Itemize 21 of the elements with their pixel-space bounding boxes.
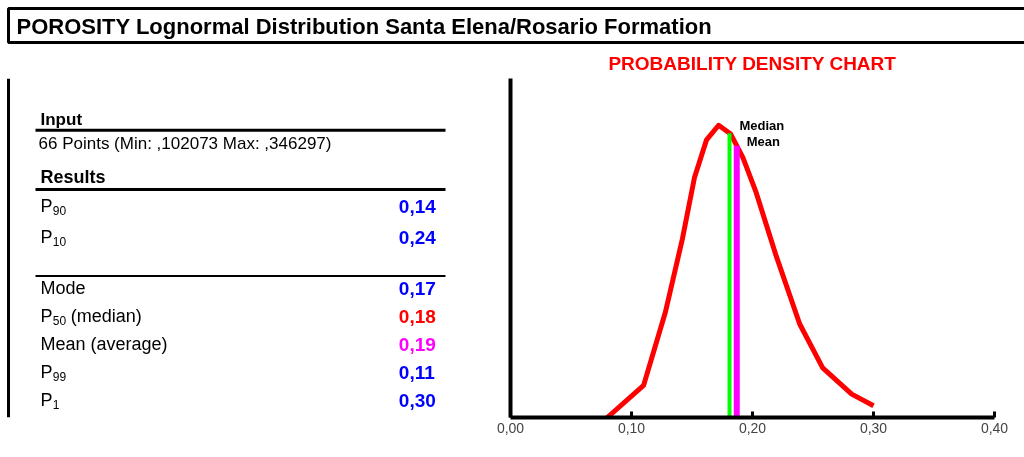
text: Results [40,167,106,188]
text: POROSITY Lognormal Distribution Santa Elena/Rosario Formation [16,14,712,39]
ref-line-label: Mean [746,134,781,150]
text: 0,17 [398,277,436,299]
text: 0,18 [398,305,436,327]
x-tick-label: 0,20 [738,419,767,436]
text: 66 Points (Min: ,102073 Max: ,346297) [38,134,332,153]
category-label: Mean (average) [40,334,168,355]
x-tick-label: 0,30 [859,419,888,436]
x-tick-label: 0,00 [496,419,525,436]
text: 0,11 [398,361,435,383]
category-label: Mode [40,278,86,299]
text: Input [40,110,83,130]
text: 0,19 [398,333,436,355]
x-tick-label: 0,40 [980,419,1009,436]
chart-title: PROBABILITY DENSITY CHART [608,52,897,74]
ref-line-label: Median [739,117,785,133]
x-tick-label: 0,10 [617,419,646,436]
text: 0,14 [398,195,436,217]
text: 0,30 [398,389,436,411]
text: 0,24 [398,226,436,248]
